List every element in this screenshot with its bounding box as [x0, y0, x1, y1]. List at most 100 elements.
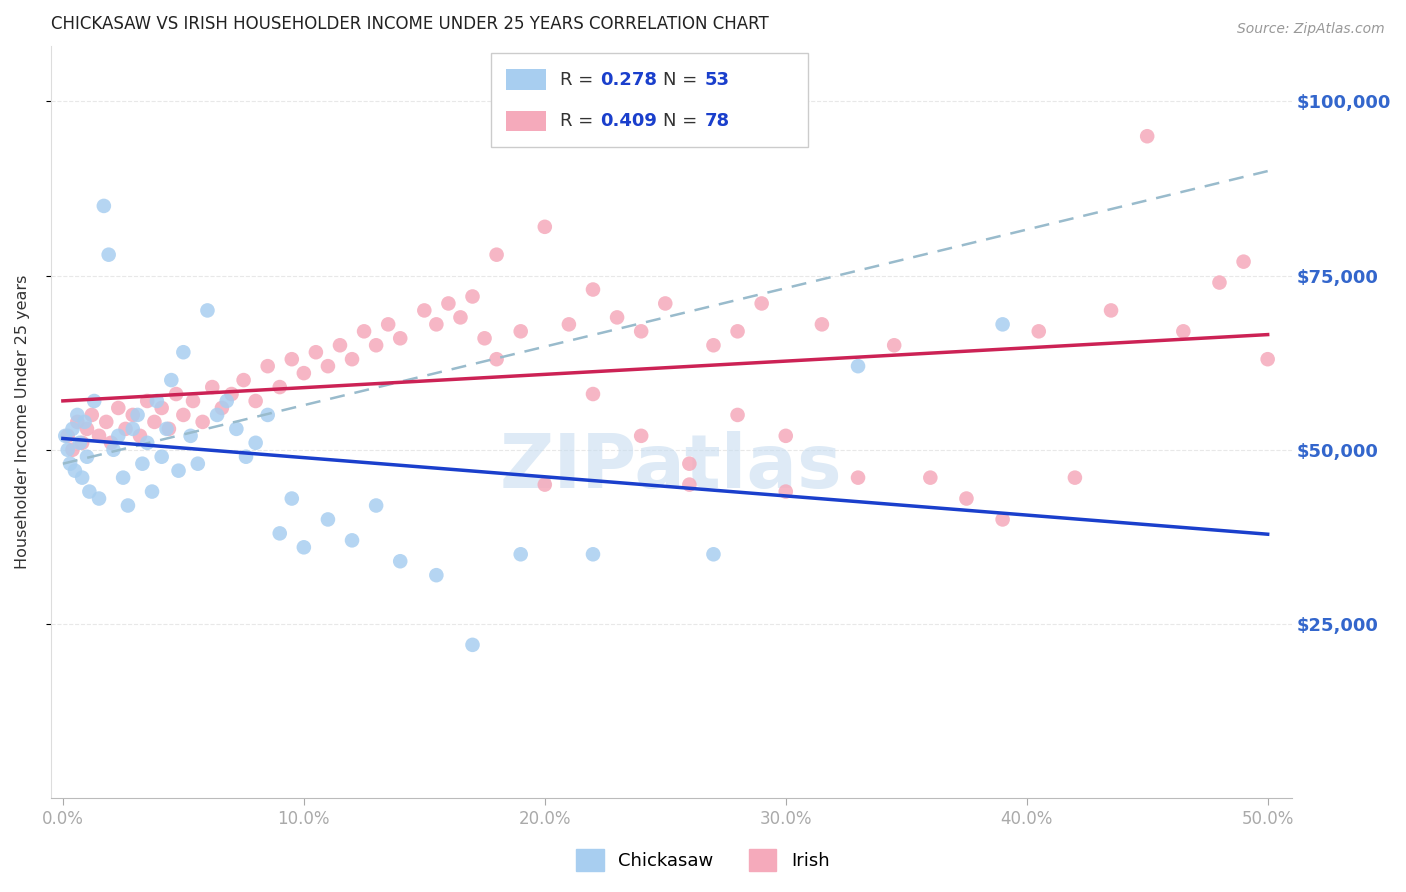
Point: [87, 429, 110, 443]
Point: [558, 318, 581, 332]
Text: 78: 78: [704, 112, 730, 130]
Point: [205, 408, 228, 422]
Point: [146, 394, 169, 409]
Point: [165, 387, 187, 401]
Point: [269, 380, 291, 394]
Point: [73, 415, 96, 429]
Point: [172, 408, 194, 422]
Point: [425, 318, 447, 332]
Point: [775, 429, 797, 443]
Point: [702, 547, 724, 561]
Point: [702, 338, 724, 352]
Point: [1028, 324, 1050, 338]
Point: [181, 394, 204, 409]
Point: [150, 401, 173, 415]
FancyBboxPatch shape: [491, 54, 808, 147]
Point: [136, 394, 159, 409]
Point: [129, 429, 152, 443]
Point: [59, 457, 82, 471]
Point: [1232, 254, 1254, 268]
Point: [366, 499, 388, 513]
Text: R =: R =: [560, 112, 599, 130]
Point: [883, 338, 905, 352]
Point: [80, 408, 103, 422]
Text: 0.278: 0.278: [600, 70, 658, 88]
Point: [606, 310, 628, 325]
Point: [316, 359, 339, 373]
Point: [56, 442, 79, 457]
FancyBboxPatch shape: [506, 70, 546, 90]
Point: [112, 470, 135, 484]
Point: [215, 394, 238, 409]
Point: [449, 310, 471, 325]
Point: [187, 457, 209, 471]
Point: [991, 512, 1014, 526]
Point: [582, 283, 605, 297]
Point: [340, 533, 363, 548]
Point: [79, 484, 101, 499]
Point: [70, 470, 93, 484]
Point: [485, 248, 508, 262]
Point: [1064, 470, 1087, 484]
Point: [150, 450, 173, 464]
Point: [281, 491, 304, 506]
Point: [93, 199, 115, 213]
Point: [533, 477, 555, 491]
Point: [197, 303, 219, 318]
Point: [425, 568, 447, 582]
Point: [245, 435, 267, 450]
Point: [160, 373, 183, 387]
Point: [389, 554, 412, 568]
Point: [114, 422, 136, 436]
Point: [533, 219, 555, 234]
Point: [235, 450, 257, 464]
Point: [292, 541, 315, 555]
Point: [474, 331, 496, 345]
Point: [157, 422, 180, 436]
Text: ZIPatlas: ZIPatlas: [501, 431, 842, 504]
Point: [1099, 303, 1122, 318]
Point: [201, 380, 224, 394]
Point: [281, 352, 304, 367]
Point: [751, 296, 773, 310]
Point: [103, 442, 125, 457]
Point: [225, 422, 247, 436]
Point: [66, 408, 89, 422]
Point: [107, 429, 129, 443]
Text: N =: N =: [662, 112, 703, 130]
Point: [1173, 324, 1195, 338]
Point: [76, 422, 98, 436]
Point: [127, 408, 149, 422]
Point: [366, 338, 388, 352]
Point: [53, 429, 76, 443]
Point: [141, 484, 163, 499]
Point: [117, 499, 139, 513]
Point: [846, 470, 869, 484]
Point: [87, 491, 110, 506]
Point: [1208, 276, 1230, 290]
Point: [630, 324, 652, 338]
Text: R =: R =: [560, 70, 599, 88]
Point: [582, 387, 605, 401]
Point: [305, 345, 328, 359]
Text: Source: ZipAtlas.com: Source: ZipAtlas.com: [1237, 22, 1385, 37]
Point: [172, 345, 194, 359]
Y-axis label: Householder Income Under 25 years: Householder Income Under 25 years: [15, 275, 30, 569]
Point: [437, 296, 460, 310]
Point: [811, 318, 834, 332]
Point: [100, 435, 122, 450]
Point: [62, 442, 84, 457]
Point: [846, 359, 869, 373]
Point: [389, 331, 412, 345]
Point: [509, 324, 531, 338]
Text: CHICKASAW VS IRISH HOUSEHOLDER INCOME UNDER 25 YEARS CORRELATION CHART: CHICKASAW VS IRISH HOUSEHOLDER INCOME UN…: [51, 15, 769, 33]
Point: [107, 401, 129, 415]
Point: [920, 470, 942, 484]
Text: 0.409: 0.409: [600, 112, 658, 130]
Point: [329, 338, 352, 352]
Point: [630, 429, 652, 443]
Point: [485, 352, 508, 367]
Point: [66, 415, 89, 429]
Point: [76, 450, 98, 464]
Point: [377, 318, 399, 332]
